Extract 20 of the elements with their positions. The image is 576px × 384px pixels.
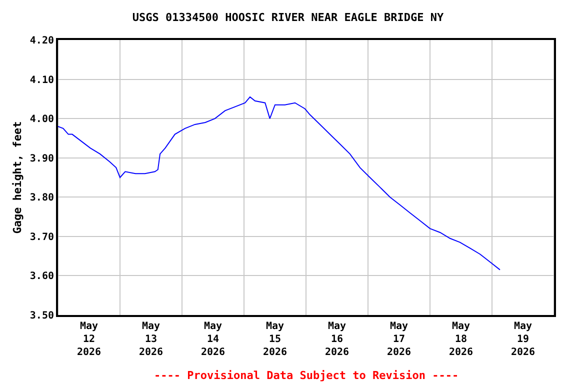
y-tick-label: 4.10: [30, 74, 54, 86]
x-tick-label: May 13 2026: [138, 321, 164, 358]
text: ---- Provisional Data Subject to Revision ----: [154, 369, 459, 382]
x-tick-label: May 15 2026: [262, 321, 288, 358]
y-axis-title: Gage height, feet: [11, 121, 24, 234]
y-tick-label: 3.60: [30, 271, 54, 282]
y-tick-label: 3.70: [30, 232, 54, 243]
y-tick-label: 3.50: [30, 310, 54, 322]
chart-title: USGS 01334500 HOOSIC RIVER NEAR EAGLE BRIDGE NY: [132, 11, 444, 24]
x-tick-label: May 14 2026: [200, 321, 226, 358]
x-tick-label: May 12 2026: [76, 321, 102, 358]
x-tick-label: May 18 2026: [448, 321, 474, 358]
x-tick-label: May 19 2026: [510, 321, 536, 358]
x-tick-label: May 16 2026: [324, 321, 350, 358]
x-tick-label: May 17 2026: [386, 321, 412, 358]
y-tick-label: 3.80: [30, 192, 54, 204]
y-tick-label: 3.90: [30, 153, 54, 164]
line-series: [58, 96, 500, 270]
y-tick-label: 4.20: [30, 36, 54, 46]
y-tick-label: 4.00: [30, 114, 54, 126]
